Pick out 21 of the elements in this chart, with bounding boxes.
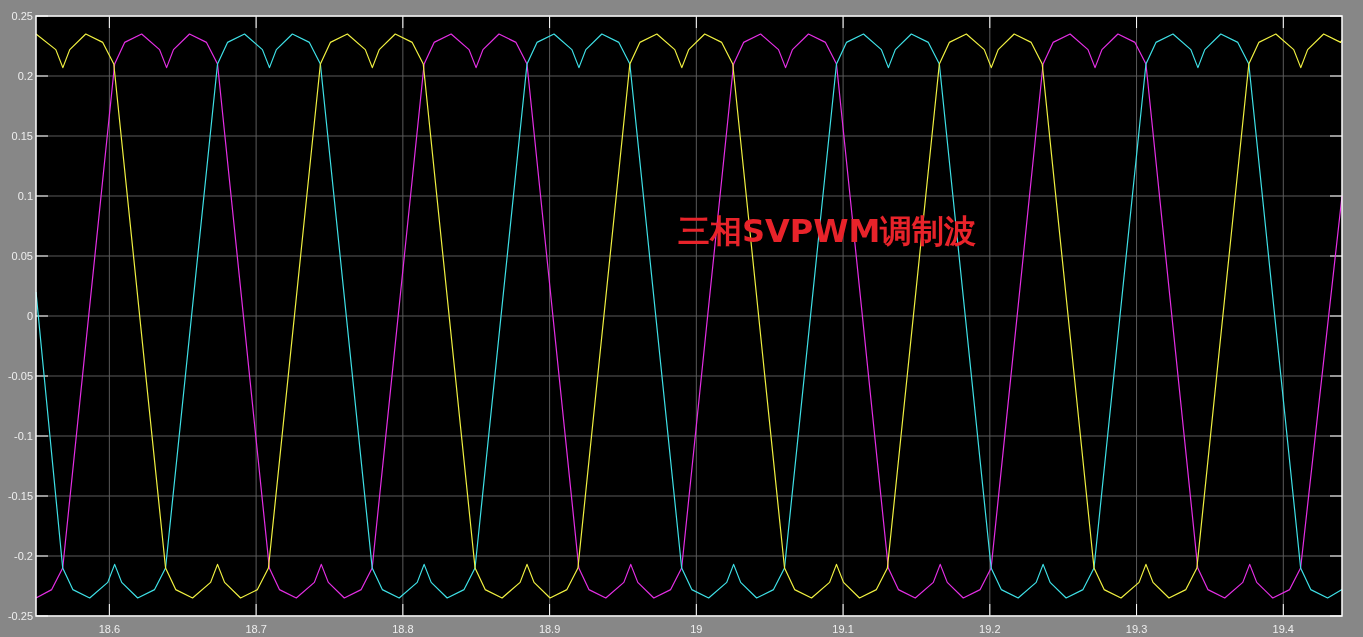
y-tick-label: 0.25 [11,10,33,22]
y-tick-label: 0.15 [11,130,33,142]
x-tick-label: 19 [690,623,703,635]
x-tick-label: 19.4 [1272,623,1295,635]
x-tick-label: 19.2 [979,623,1001,635]
y-tick-label: -0.05 [7,370,33,382]
x-tick-label: 18.6 [98,623,121,635]
y-tick-label: 0.2 [17,70,33,82]
y-tick-label: -0.1 [14,430,33,442]
line-series [35,33,1343,599]
x-tick-label: 18.8 [392,623,414,635]
x-tick-label: 18.7 [245,623,267,635]
x-tick-label: 19.1 [832,623,854,635]
y-tick-label: -0.25 [7,610,33,622]
y-tick-label: 0.05 [11,250,33,262]
y-tick-label: -0.2 [14,550,33,562]
x-tick-label: 18.9 [538,623,561,635]
x-tick-label: 19.3 [1125,623,1148,635]
y-tick-label: 0 [26,310,33,322]
y-tick-label: 0.1 [17,190,33,202]
y-tick-label: -0.15 [7,490,33,502]
